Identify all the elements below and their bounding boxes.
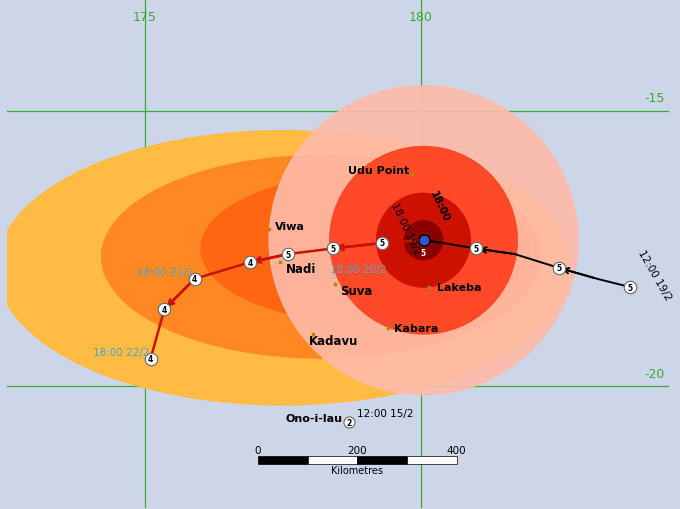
- Text: 18:00 21/2: 18:00 21/2: [137, 268, 193, 277]
- Ellipse shape: [0, 131, 570, 406]
- Text: -15: -15: [644, 92, 664, 105]
- Text: Udu Point: Udu Point: [348, 165, 410, 175]
- Text: Ono-i-lau: Ono-i-lau: [286, 413, 343, 423]
- Bar: [358, 457, 407, 464]
- Text: 5: 5: [379, 239, 385, 248]
- Text: Viwa: Viwa: [275, 221, 305, 232]
- Circle shape: [330, 147, 517, 334]
- Text: 5: 5: [628, 283, 633, 292]
- Bar: [407, 457, 456, 464]
- Text: 18:00: 18:00: [428, 189, 451, 223]
- Text: 4: 4: [192, 275, 197, 284]
- Text: 4: 4: [148, 355, 153, 363]
- Ellipse shape: [101, 155, 542, 359]
- Text: 400: 400: [447, 445, 466, 455]
- Text: 18:00 20/2: 18:00 20/2: [330, 265, 386, 275]
- Text: 12:00 15/2: 12:00 15/2: [358, 408, 414, 418]
- Text: 5: 5: [556, 264, 561, 273]
- Text: Suva: Suva: [340, 285, 372, 298]
- Text: 175: 175: [133, 11, 157, 24]
- Ellipse shape: [200, 175, 531, 323]
- Bar: [258, 457, 308, 464]
- Text: 200: 200: [347, 445, 367, 455]
- Text: 5: 5: [421, 248, 426, 258]
- Circle shape: [269, 87, 578, 395]
- Text: Nadi: Nadi: [286, 263, 316, 276]
- Text: 18:00 19/2: 18:00 19/2: [389, 201, 422, 256]
- Text: Lakeba: Lakeba: [437, 282, 482, 293]
- Text: -20: -20: [644, 367, 664, 380]
- Text: 5: 5: [286, 250, 291, 259]
- Circle shape: [404, 221, 443, 260]
- Text: 4: 4: [162, 305, 167, 314]
- Text: 5: 5: [330, 244, 335, 253]
- Text: 5: 5: [473, 244, 479, 253]
- Text: 12:00 19/2: 12:00 19/2: [636, 248, 673, 302]
- Bar: [308, 457, 358, 464]
- Text: 2: 2: [346, 418, 352, 427]
- Text: 0: 0: [255, 445, 261, 455]
- Text: Kadavu: Kadavu: [309, 334, 358, 347]
- Text: Kilometres: Kilometres: [331, 466, 384, 475]
- Text: Kabara: Kabara: [394, 324, 439, 334]
- Text: 18:00 22/2: 18:00 22/2: [92, 348, 149, 357]
- Text: 4: 4: [248, 258, 252, 267]
- Text: 180: 180: [409, 11, 432, 24]
- Circle shape: [377, 194, 471, 288]
